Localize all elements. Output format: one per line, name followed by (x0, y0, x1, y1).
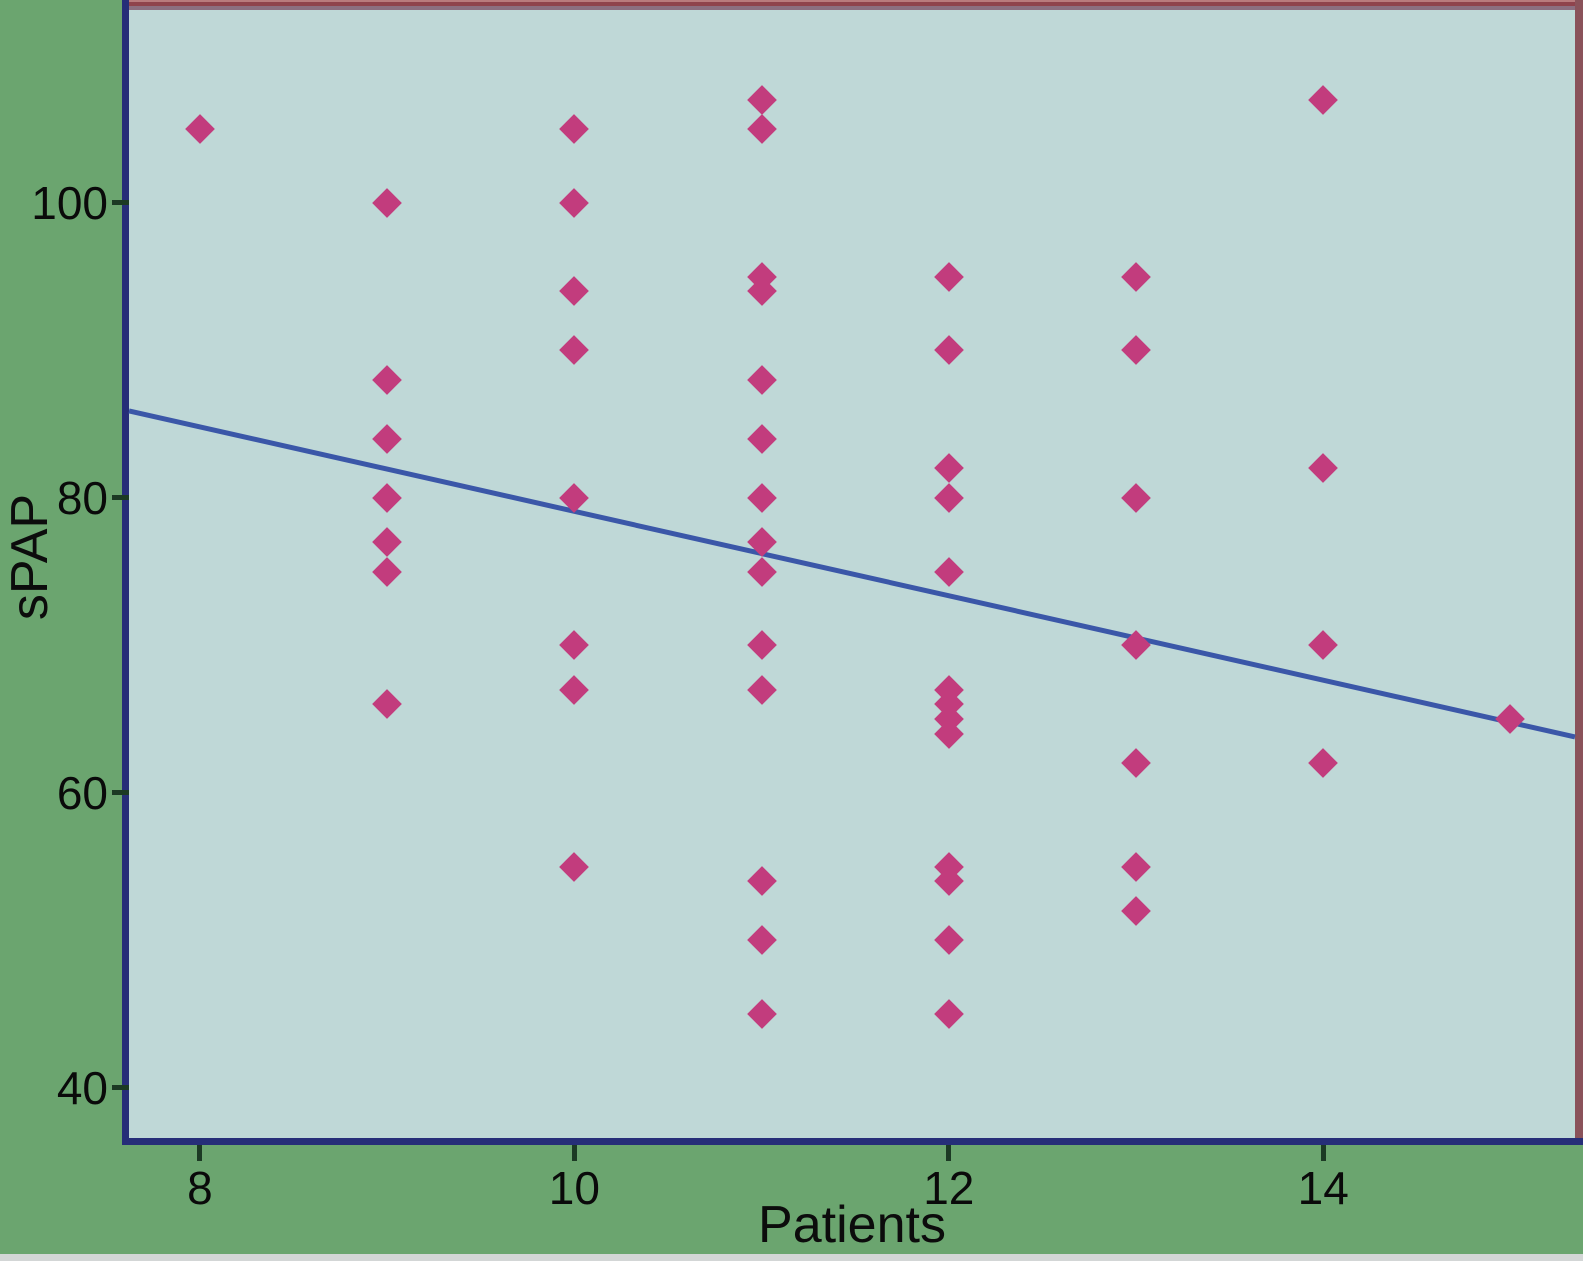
y-axis-title: sPAP (1, 493, 59, 621)
y-tick-label: 60 (56, 766, 108, 819)
y-tick-mark (112, 1085, 129, 1091)
x-tick-mark (946, 1145, 952, 1161)
x-axis-line (122, 1138, 1583, 1145)
y-tick-mark (112, 790, 129, 796)
x-tick-label: 12 (923, 1162, 975, 1214)
trend-line (129, 411, 1575, 737)
plot-area (129, 10, 1575, 1138)
y-tick-label: 80 (56, 471, 108, 524)
x-axis-title: Patients (758, 1196, 946, 1254)
y-axis-line (122, 0, 129, 1145)
y-tick-mark (112, 200, 129, 206)
bottom-strip (0, 1254, 1583, 1261)
x-tick-mark (571, 1145, 577, 1161)
plot-top-border (129, 0, 1583, 10)
x-tick-mark (197, 1145, 203, 1161)
plot-right-border (1575, 0, 1583, 1142)
x-tick-label: 14 (1297, 1162, 1349, 1214)
x-tick-label: 10 (548, 1162, 600, 1214)
y-tick-mark (112, 495, 129, 501)
trend-line-layer (129, 10, 1575, 1138)
y-tick-label: 100 (31, 176, 108, 229)
x-tick-label: 8 (187, 1162, 213, 1214)
y-tick-label: 40 (56, 1061, 108, 1114)
x-tick-mark (1320, 1145, 1326, 1161)
